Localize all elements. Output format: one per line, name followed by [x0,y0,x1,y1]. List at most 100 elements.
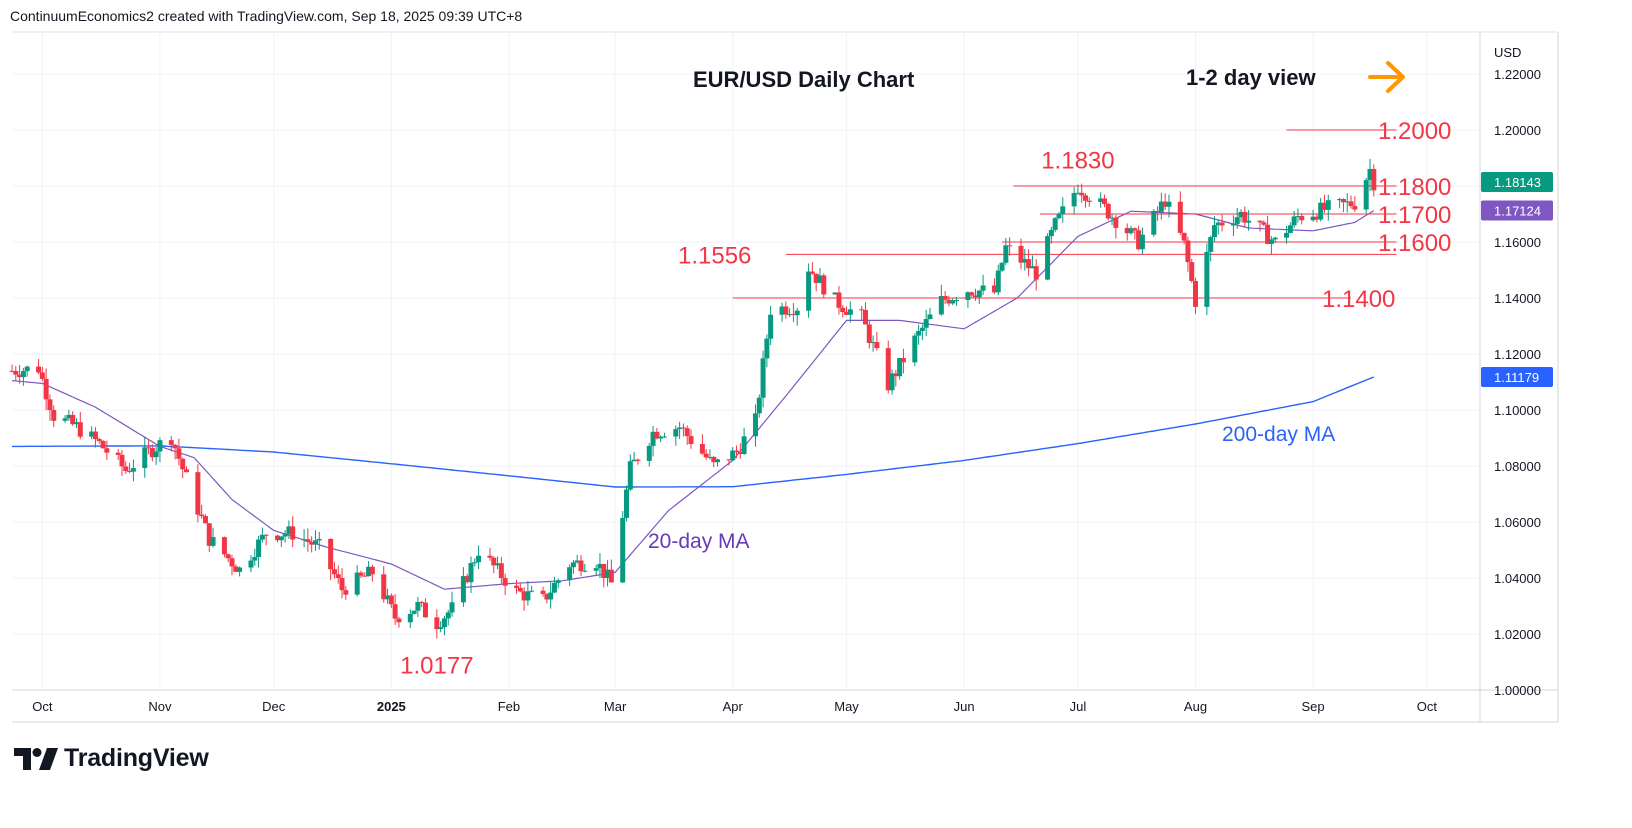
candle-body [514,585,520,588]
candle-body [1003,245,1009,263]
candle-body [737,452,743,454]
y-tick-label: 1.10000 [1494,403,1541,418]
candle-body [661,436,667,438]
candle-body [897,358,903,377]
candle-body [680,427,686,429]
candle-body [551,582,557,593]
x-tick-label: 2025 [377,699,406,714]
candle-body [574,560,580,563]
candle-body [1029,266,1035,269]
candle-body [836,292,842,308]
chart-grid [12,32,1480,690]
candle-body [362,575,368,577]
candle-body [1158,201,1164,212]
x-tick-label: Jun [954,699,975,714]
chart-title: EUR/USD Daily Chart [693,67,915,92]
candle-body [460,576,466,603]
candle-body [1204,251,1210,307]
y-tick-label: 1.22000 [1494,67,1541,82]
candle-body [1132,228,1138,231]
candle-body [252,557,258,561]
candle-body [707,456,713,458]
logo-text: TradingView [64,744,209,772]
candle-body [938,295,944,315]
candle-body [491,557,497,566]
candle-body [415,601,421,611]
candle-body [464,576,470,583]
candle-body [832,292,838,295]
candle-body [62,418,68,421]
candle-body [1310,216,1316,221]
candle-body [1371,168,1377,191]
candle-body [17,374,23,378]
candle-body [100,441,106,449]
candle-body [407,613,413,623]
low-annotation: 1.0177 [400,652,473,679]
candle-body [290,526,296,540]
candle-body [487,555,493,558]
candle-body [521,591,527,601]
ma200-label: 200-day MA [1222,423,1335,446]
candle-body [233,566,239,572]
candle-body [225,554,231,559]
candle-body [954,299,960,301]
candle-body [434,617,440,630]
candle-body [885,348,891,391]
x-tick-label: Nov [148,699,172,714]
candle-body [646,445,652,461]
candle-body [206,523,212,546]
candle-body [256,539,262,558]
candle-body [627,461,633,490]
candle-body [1367,168,1373,181]
candle-body [309,541,315,545]
candle-body [1033,266,1039,280]
candle-body [529,590,535,592]
level-label-1-1556: 1.1556 [678,242,751,269]
candle-body [783,306,789,315]
candle-body [202,516,208,524]
candle-body [180,458,186,470]
x-tick-label: Apr [723,699,744,714]
tradingview-logo[interactable]: TradingView [14,744,209,773]
candle-body [870,342,876,344]
right-arrow-icon [1368,61,1405,93]
candle-body [1318,202,1324,220]
candle-body [809,271,815,274]
candle-body [1325,200,1331,210]
candle-body [950,300,956,304]
candle-body [699,443,705,454]
candle-body [821,275,827,295]
candle-body [1287,225,1293,233]
candle-body [544,593,550,600]
candle-body [127,471,133,473]
candle-body [684,428,690,437]
candle-body [1079,192,1085,196]
candle-body [1272,237,1278,240]
candle-body [1363,180,1369,210]
candle-body [874,342,880,349]
candle-body [813,273,819,283]
candle-body [237,567,243,572]
candle-body [146,447,152,449]
y-tick-label: 1.04000 [1494,571,1541,586]
x-tick-label: Oct [1417,699,1438,714]
candle-body [1299,216,1305,221]
candle-body [381,574,387,600]
candle-body [1128,228,1134,234]
x-tick-label: Jul [1070,699,1087,714]
candle-body [1139,234,1145,250]
candle-body [172,444,178,449]
candle-body [1086,200,1092,202]
candle-body [1193,280,1199,307]
candle-body [582,570,588,572]
candle-body [999,262,1005,271]
candle-body [593,568,599,571]
y-tick-label: 1.02000 [1494,627,1541,642]
candle-body [43,378,49,400]
candle-body [1181,232,1187,241]
candle-body [1234,217,1240,224]
candle-body [168,440,174,445]
candle-body [354,572,360,595]
